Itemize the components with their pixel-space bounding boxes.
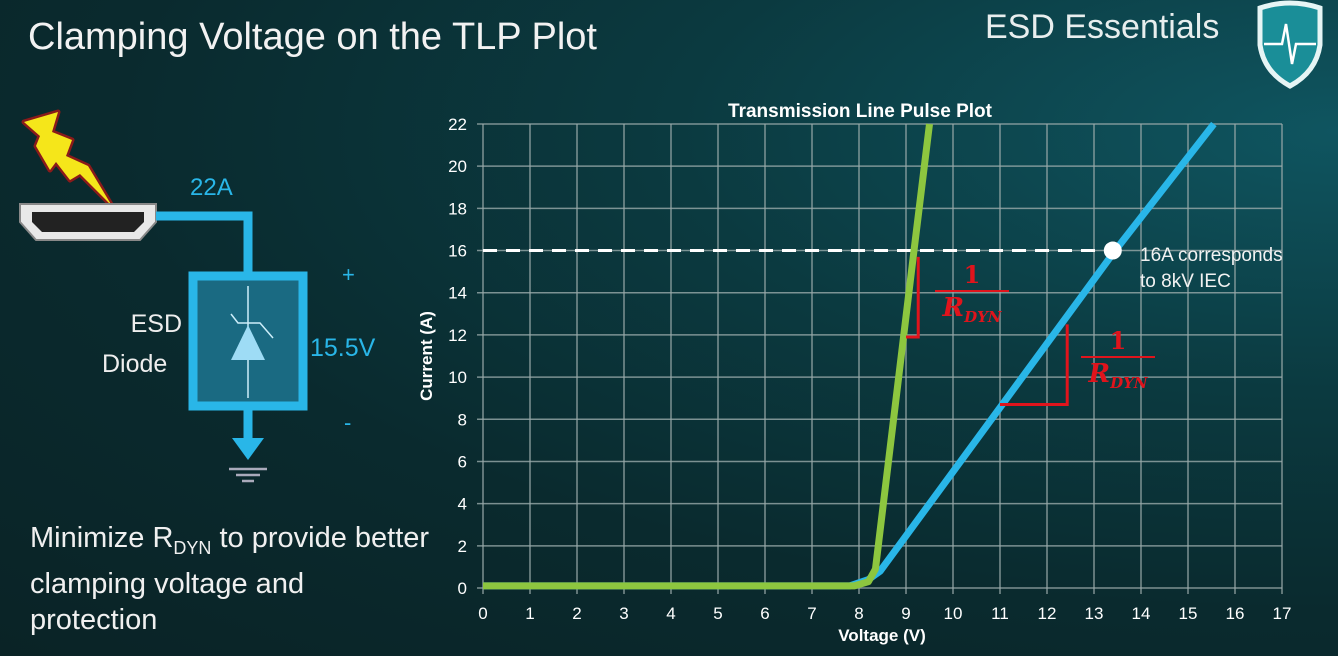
slope-subscript: DYN <box>964 308 1002 327</box>
slope-denominator: R <box>942 293 965 323</box>
x-tick-label: 15 <box>1179 604 1198 623</box>
y-tick-label: 6 <box>458 452 467 471</box>
y-axis-label: Current (A) <box>417 311 436 401</box>
x-tick-label: 1 <box>525 604 534 623</box>
x-tick-label: 2 <box>572 604 581 623</box>
arrow-down-icon <box>232 438 264 460</box>
annotation-line2: to 8kV IEC <box>1140 271 1231 292</box>
device-label-line2: Diode <box>102 350 168 378</box>
lightning-bolt-icon <box>21 109 115 209</box>
y-tick-label: 10 <box>448 368 467 387</box>
y-tick-label: 2 <box>458 537 467 556</box>
zener-diode-icon <box>230 313 274 339</box>
esd-circuit-diagram <box>19 109 308 483</box>
x-tick-label: 7 <box>807 604 816 623</box>
annotation-16a: 16A corresponds to 8kV IEC <box>1140 243 1283 295</box>
device-label-line1: ESD <box>130 310 182 338</box>
takeaway-part: Minimize R <box>30 522 174 554</box>
data-point-marker <box>1103 241 1122 260</box>
slide-title: Clamping Voltage on the TLP Plot <box>28 16 597 58</box>
y-tick-label: 22 <box>448 115 467 134</box>
takeaway-text: Minimize RDYN to provide better clamping… <box>30 520 430 638</box>
y-tick-label: 4 <box>458 495 467 514</box>
ground-icon <box>229 467 267 483</box>
x-tick-label: 9 <box>901 604 910 623</box>
takeaway-subscript: DYN <box>173 537 212 558</box>
slope-subscript: DYN <box>1110 374 1148 393</box>
slope-label-blue: 1 RDYN <box>1081 328 1155 397</box>
x-tick-label: 6 <box>760 604 769 623</box>
y-tick-label: 16 <box>448 242 467 261</box>
x-tick-label: 12 <box>1038 604 1057 623</box>
y-tick-label: 8 <box>458 410 467 429</box>
minus-sign: - <box>344 410 352 435</box>
hdmi-port-icon <box>19 203 157 241</box>
plus-sign: + <box>342 262 355 287</box>
x-tick-label: 0 <box>478 604 487 623</box>
takeaway-part: to provide better clamping voltage and p… <box>30 522 430 636</box>
chart-title: Transmission Line Pulse Plot <box>728 101 993 122</box>
x-tick-label: 16 <box>1226 604 1245 623</box>
chart-ticks: 0 1 2 3 4 5 6 7 8 9 10 11 12 13 14 15 16 1702468101214161… <box>448 115 1291 623</box>
y-tick-label: 14 <box>448 284 467 303</box>
clamping-voltage-label: 15.5V <box>310 334 376 362</box>
y-tick-label: 12 <box>448 326 467 345</box>
x-tick-label: 5 <box>713 604 722 623</box>
x-tick-label: 10 <box>944 604 963 623</box>
annotation-line1: 16A corresponds <box>1140 245 1283 266</box>
y-tick-label: 18 <box>448 199 467 218</box>
series-line-green <box>483 123 933 590</box>
slope-triangle <box>1000 324 1069 407</box>
current-label: 22A <box>190 174 233 201</box>
x-tick-label: 3 <box>619 604 628 623</box>
x-tick-label: 8 <box>854 604 863 623</box>
shield-logo-icon <box>1257 0 1323 89</box>
x-tick-label: 13 <box>1085 604 1104 623</box>
slope-numerator: 1 <box>1109 326 1127 355</box>
x-tick-label: 11 <box>991 604 1009 623</box>
slope-numerator: 1 <box>963 260 981 289</box>
x-tick-label: 17 <box>1273 604 1292 623</box>
y-tick-label: 0 <box>458 579 467 598</box>
x-axis-label: Voltage (V) <box>838 626 926 645</box>
chart-marks <box>483 121 1217 590</box>
x-tick-label: 4 <box>666 604 675 623</box>
x-tick-label: 14 <box>1132 604 1151 623</box>
brand-name: ESD Essentials <box>985 8 1220 46</box>
slope-triangle <box>906 256 920 339</box>
y-tick-label: 20 <box>448 157 467 176</box>
slope-denominator: R <box>1088 359 1111 389</box>
slope-label-green: 1 RDYN <box>935 262 1009 331</box>
